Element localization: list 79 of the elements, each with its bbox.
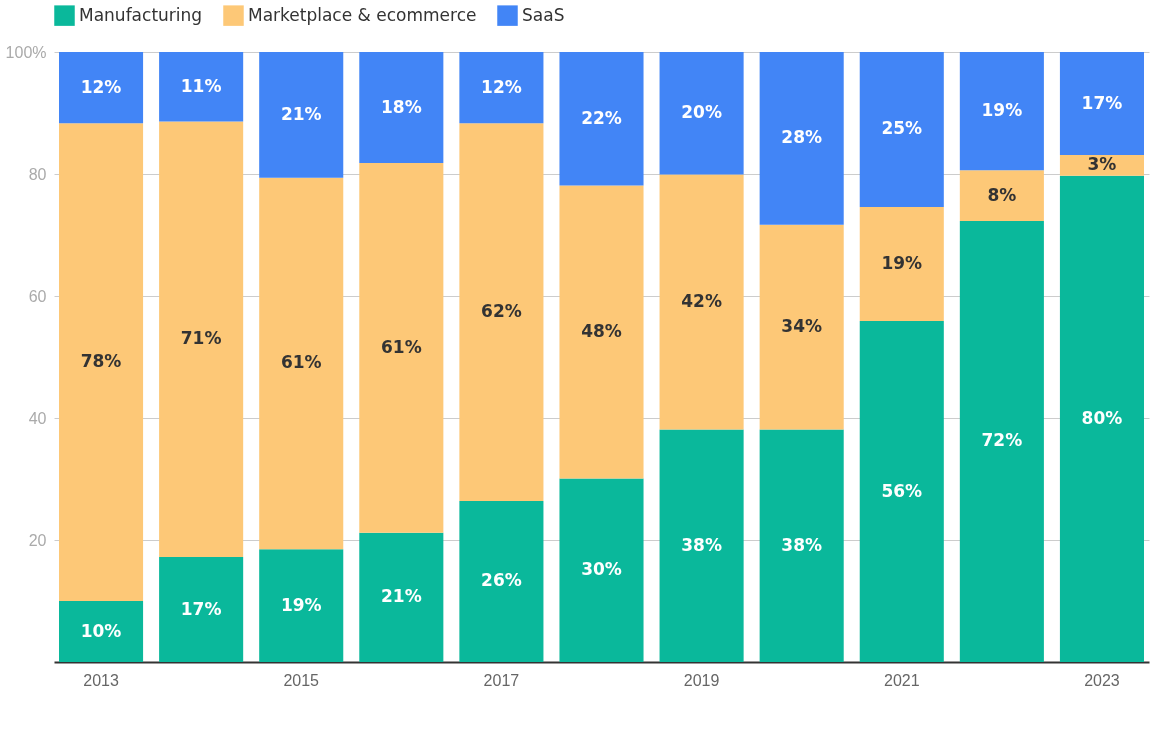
bar [559,185,644,479]
data-label: 78% [80,351,122,372]
bar [259,549,344,662]
x-tick-label: 2023 [1084,671,1120,689]
x-tick-label: 2015 [283,671,320,689]
bar [459,123,544,501]
data-label: 22% [581,107,622,128]
data-label: 19% [280,594,322,615]
data-label: 30% [581,559,622,580]
bar [259,52,344,178]
data-label: 34% [781,316,823,337]
bar [59,52,144,124]
data-label: 71% [180,328,222,349]
x-tick-label: 2021 [883,671,920,689]
data-label: 12% [481,76,522,97]
data-label: 21% [380,586,422,607]
bar [559,52,644,186]
data-label: 62% [481,301,522,322]
data-label: 56% [881,480,923,501]
data-label: 3% [1087,154,1117,175]
bar [859,52,944,207]
data-label: 8% [987,184,1017,205]
data-label: 38% [681,534,722,555]
bar [659,174,744,430]
data-label: 25% [881,118,923,139]
bar [959,52,1044,171]
bar [159,121,244,558]
y-tick-label: 100% [5,43,47,61]
y-tick-label: 40 [28,409,47,427]
data-label: 80% [1081,407,1123,428]
bar [259,177,344,550]
bar [1059,52,1144,156]
legend-label: Manufacturing [79,4,203,25]
data-label: 28% [781,127,823,148]
data-label: 17% [1081,92,1123,113]
data-label: 10% [80,620,122,641]
y-tick-label: 20 [28,531,47,549]
bar [459,52,544,124]
bar [959,170,1044,221]
bar [859,321,944,662]
bar [659,429,744,662]
bar [359,52,444,164]
bar [459,500,544,662]
y-tick-label: 80 [28,165,47,183]
bar [759,52,844,225]
bar [659,52,744,175]
bar [759,429,844,662]
bar [759,224,844,430]
data-label: 18% [380,96,422,117]
x-tick-label: 2017 [483,671,520,689]
bar [1059,175,1144,662]
bar [859,206,944,322]
data-label: 48% [581,320,622,341]
data-label: 17% [180,598,222,619]
legend-label: SaaS [522,4,565,25]
data-label: 19% [981,100,1023,121]
data-label: 42% [681,291,722,312]
bar [359,163,444,533]
bar [559,478,644,662]
bar [959,220,1044,662]
data-label: 19% [881,252,923,273]
data-label: 38% [781,534,823,555]
bar [159,557,244,662]
data-label: 61% [280,352,322,373]
data-label: 21% [280,103,322,124]
x-tick-label: 2013 [83,671,119,689]
x-tick-label: 2019 [683,671,720,689]
data-label: 20% [681,102,722,123]
data-label: 72% [981,430,1023,451]
data-label: 11% [180,75,222,96]
bar [159,52,244,122]
data-label: 26% [481,570,522,591]
data-label: 12% [80,76,122,97]
bar [359,532,444,662]
bar [59,601,144,662]
y-tick-label: 60 [28,287,47,305]
data-label: 61% [380,336,422,357]
bar [59,123,144,601]
legend-label: Marketplace & ecommerce [248,4,477,25]
